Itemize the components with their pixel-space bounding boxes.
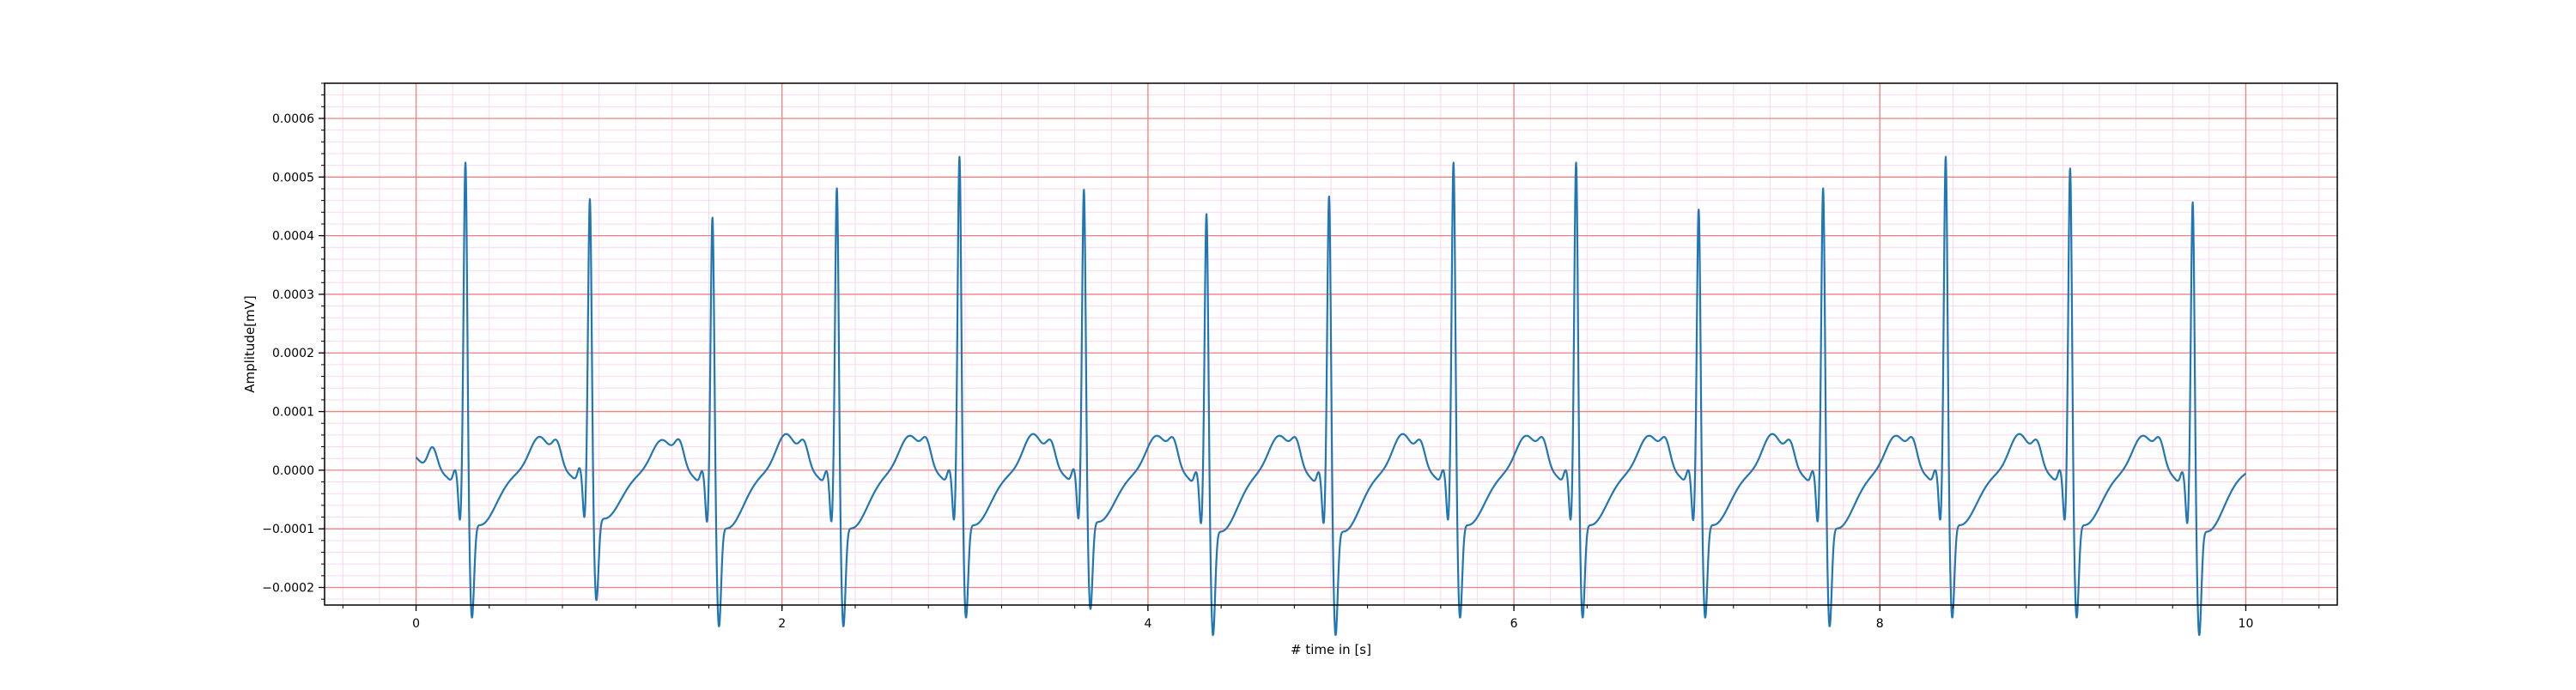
- y-tick-label: −0.0002: [262, 582, 314, 596]
- x-tick-label: 8: [1876, 617, 1884, 631]
- x-tick-label: 4: [1144, 617, 1151, 631]
- x-tick-label: 10: [2239, 617, 2254, 631]
- y-tick-label: 0.0005: [272, 171, 314, 185]
- x-axis: 0 2 4 6 8 10: [342, 605, 2320, 631]
- y-tick-label: 0.0002: [272, 347, 314, 360]
- x-axis-label: # time in [s]: [1291, 642, 1371, 657]
- series-layer: [415, 155, 2247, 637]
- x-tick-label: 2: [778, 617, 786, 631]
- y-tick-label: 0.0003: [272, 288, 314, 302]
- ecg-series-line: [415, 155, 2247, 637]
- plot-frame: [324, 82, 2338, 606]
- x-tick-label: 6: [1510, 617, 1518, 631]
- y-tick-label: 0.0004: [272, 230, 314, 244]
- y-axis: −0.0002 −0.0001 0.0000 0.0001 0.0002 0.0003 0.…: [262, 82, 325, 600]
- y-tick-label: 0.0001: [272, 406, 314, 420]
- y-tick-label: 0.0006: [272, 112, 314, 126]
- y-tick-label: 0.0000: [272, 464, 314, 478]
- x-tick-label: 0: [412, 617, 420, 631]
- y-tick-label: −0.0001: [262, 523, 314, 536]
- y-axis-label: Amplitude[mV]: [242, 295, 258, 392]
